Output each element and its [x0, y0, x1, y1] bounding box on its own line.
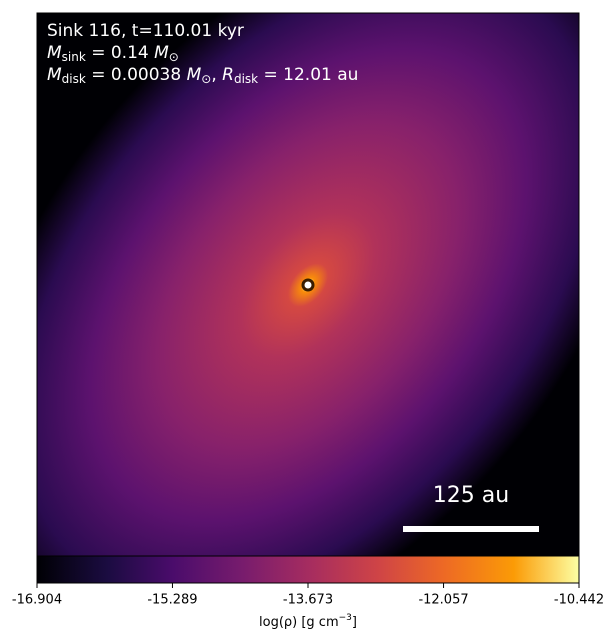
scale-bar-label: 125 au [433, 483, 509, 508]
colorbar [36, 555, 580, 584]
tick-label: -13.673 [283, 593, 333, 608]
scale-bar [403, 526, 539, 532]
tick-label: -12.057 [418, 593, 468, 608]
mass-line: Msink = 0.14 M⊙ [47, 43, 179, 64]
tick-label: -15.289 [147, 593, 197, 608]
tick-label: -16.904 [12, 593, 62, 608]
disk-line: Mdisk = 0.00038 M⊙, Rdisk = 12.01 au [47, 65, 358, 86]
colorbar-label: log(ρ) [g cm−3] [259, 613, 357, 630]
tick-label: -10.442 [554, 593, 604, 608]
colorbar-ticks: -16.904 -15.289 -13.673 -12.057 -10.442 [12, 583, 604, 608]
title: Sink 116, t=110.01 kyr [47, 21, 244, 41]
sink-marker [301, 278, 315, 292]
